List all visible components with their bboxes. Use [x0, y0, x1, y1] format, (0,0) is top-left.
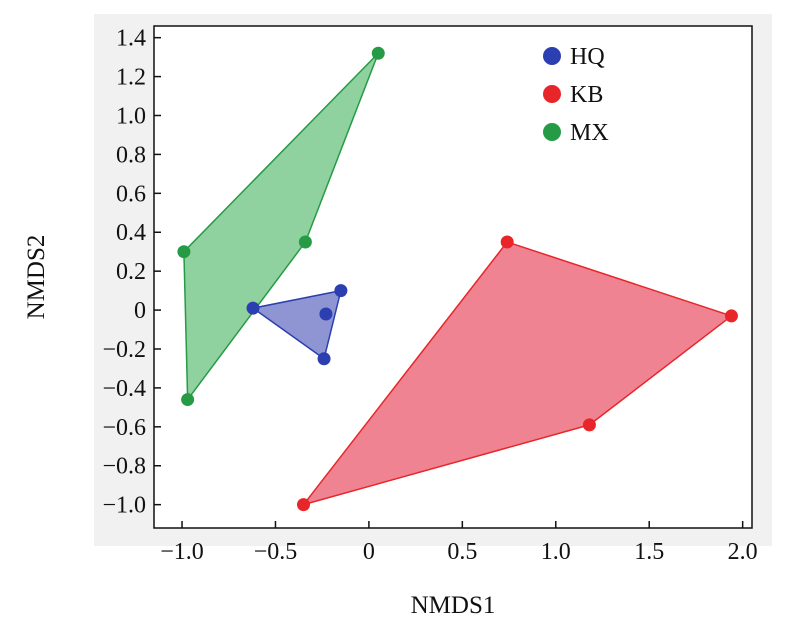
point-hq — [246, 301, 260, 315]
legend-label-kb: KB — [570, 82, 603, 108]
point-mx — [371, 46, 385, 60]
y-tick-label: −1.0 — [102, 493, 146, 519]
y-tick-label: 0.6 — [116, 181, 146, 207]
point-mx — [298, 235, 312, 249]
point-hq — [317, 352, 331, 366]
x-tick-label: 1.0 — [541, 539, 571, 565]
y-tick-label: −0.6 — [102, 415, 146, 441]
y-tick-label: −0.2 — [102, 337, 146, 363]
x-tick-label: 1.5 — [634, 539, 664, 565]
y-tick-label: −0.8 — [102, 454, 146, 480]
point-mx — [177, 245, 191, 259]
x-tick-label: 2.0 — [728, 539, 758, 565]
y-tick-label: 1.0 — [116, 104, 146, 130]
hull-hq — [252, 289, 342, 360]
legend-label-hq: HQ — [570, 44, 605, 70]
x-axis-label: NMDS1 — [411, 592, 496, 619]
plot-frame — [153, 25, 753, 529]
legend-marker-hq — [543, 47, 561, 65]
point-hq — [319, 307, 333, 321]
y-tick-label: −0.4 — [102, 376, 146, 402]
y-tick-label: 0 — [134, 298, 146, 324]
point-kb — [297, 498, 310, 512]
y-tick-label: 1.4 — [116, 26, 146, 52]
legend: HQ KB MX — [543, 44, 609, 146]
hull-polygons — [183, 52, 733, 506]
x-tick-label: −1.0 — [160, 539, 204, 565]
legend-label-mx: MX — [570, 120, 609, 146]
data-points — [177, 46, 738, 512]
y-axis-ticks: 1.4 1.2 1.0 0.8 0.6 0.4 0.2 0 −0.2 −0.4 −0.6 −0.8 −1… — [102, 26, 161, 519]
point-kb — [582, 418, 596, 432]
y-tick-label: 0.2 — [116, 259, 146, 285]
y-axis-label: NMDS2 — [23, 235, 50, 320]
y-tick-label: 1.2 — [116, 65, 146, 91]
point-hq — [334, 284, 348, 298]
x-axis-ticks: −1.0 −0.5 0 0.5 1.0 1.5 2.0 — [160, 521, 758, 565]
point-mx — [181, 393, 195, 407]
point-kb — [500, 235, 514, 249]
legend-marker-mx — [543, 123, 561, 141]
point-kb — [724, 309, 738, 323]
y-tick-label: 0.4 — [116, 220, 146, 246]
x-tick-label: 0.5 — [447, 539, 477, 565]
x-tick-label: −0.5 — [254, 539, 298, 565]
legend-marker-kb — [543, 85, 561, 103]
y-tick-label: 0.8 — [116, 142, 146, 168]
x-tick-label: 0 — [363, 539, 375, 565]
